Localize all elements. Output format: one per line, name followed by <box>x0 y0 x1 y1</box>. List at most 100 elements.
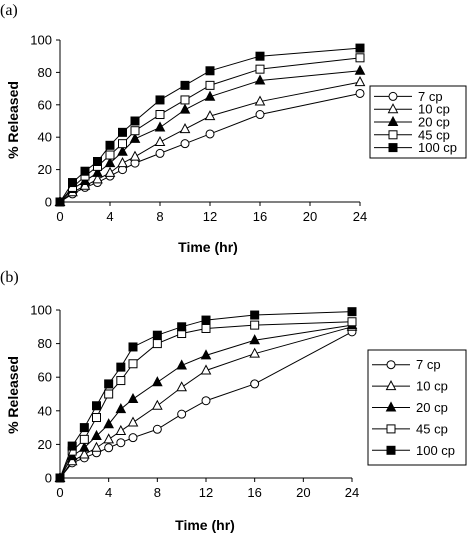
legend-marker-10-cp <box>387 103 399 114</box>
legend-marker-45-cp <box>386 424 396 434</box>
data-point-100-cp <box>152 330 162 340</box>
x-tick-label: 24 <box>345 485 359 500</box>
legend-marker-45-cp <box>388 130 398 140</box>
x-tick-label: 8 <box>154 485 161 500</box>
legend-label-10-cp: 10 cp <box>416 379 448 394</box>
data-point-20-cp <box>115 403 127 414</box>
x-tick-label: 4 <box>105 485 112 500</box>
series-45-cp <box>55 317 357 483</box>
data-point-100-cp <box>130 116 140 126</box>
x-tick-label: 20 <box>303 209 317 224</box>
legend-label-100-cp: 100 cp <box>418 140 457 155</box>
y-tick-label: 60 <box>38 370 52 385</box>
data-point-10-cp <box>92 173 103 184</box>
data-point-7-cp <box>177 409 187 419</box>
data-point-100-cp <box>201 315 211 325</box>
data-point-100-cp <box>104 379 114 389</box>
y-tick-label: 0 <box>45 195 52 210</box>
data-point-45-cp <box>180 95 190 105</box>
legend-label-20-cp: 20 cp <box>418 115 450 130</box>
x-tick-label: 16 <box>247 485 261 500</box>
data-point-10-cp <box>176 381 187 392</box>
data-point-20-cp <box>152 376 163 387</box>
legend-label-7-cp: 7 cp <box>416 357 441 372</box>
series-100-cp <box>55 43 365 207</box>
panel-label: (b) <box>0 269 19 286</box>
data-point-10-cp <box>91 441 102 452</box>
data-point-7-cp <box>155 148 165 158</box>
y-tick-label: 20 <box>38 437 52 452</box>
data-point-7-cp <box>180 139 190 149</box>
data-point-20-cp <box>92 166 103 177</box>
panel-label: (a) <box>0 2 18 19</box>
data-point-100-cp <box>155 95 165 105</box>
data-point-7-cp <box>205 129 215 139</box>
data-point-10-cp <box>79 448 90 459</box>
data-point-10-cp <box>152 399 163 410</box>
y-tick-label: 60 <box>38 97 52 112</box>
chart-panel-b: (b) % Released Time (hr) 0 20 40 60 80 100 0 4 8… <box>0 269 467 533</box>
series-20-cp <box>54 64 366 206</box>
data-point-100-cp <box>118 127 127 137</box>
x-tick-label: 16 <box>253 209 267 224</box>
y-tick-label: 0 <box>45 471 52 486</box>
x-axis-label: Time (hr) <box>175 517 235 533</box>
data-point-20-cp <box>200 349 212 360</box>
data-point-7-cp <box>255 110 265 120</box>
x-tick-label: 0 <box>56 485 63 500</box>
data-point-100-cp <box>67 441 77 451</box>
data-point-10-cp <box>115 424 127 435</box>
data-point-20-cp <box>79 441 90 452</box>
data-point-45-cp <box>104 389 114 399</box>
legend-marker-100-cp <box>386 445 396 455</box>
data-point-10-cp <box>103 433 114 444</box>
data-point-20-cp <box>154 121 166 132</box>
data-point-7-cp <box>128 433 138 443</box>
data-point-100-cp <box>80 166 90 176</box>
data-point-7-cp <box>250 379 260 389</box>
y-tick-label: 80 <box>38 336 52 351</box>
data-point-20-cp <box>249 334 260 345</box>
series-20-cp <box>54 319 358 482</box>
data-point-45-cp <box>118 139 127 149</box>
data-point-45-cp <box>128 359 138 369</box>
plot-area: 0 20 40 60 80 100 0 4 8 12 16 20 24 <box>30 303 359 501</box>
data-point-10-cp <box>204 110 216 121</box>
y-axis-label: % Released <box>5 81 21 159</box>
data-point-10-cp <box>179 123 191 134</box>
chart-panel-a: (a) % Released Time (hr) 0 20 40 60 80 100 0 4 8… <box>0 2 467 255</box>
data-point-7-cp <box>116 438 126 448</box>
y-tick-label: 20 <box>38 162 52 177</box>
data-point-100-cp <box>250 310 260 320</box>
data-point-100-cp <box>205 66 215 76</box>
data-point-20-cp <box>176 359 187 370</box>
x-axis-label: Time (hr) <box>178 239 238 255</box>
legend-marker-100-cp <box>388 143 398 153</box>
data-point-45-cp <box>105 150 115 160</box>
data-point-45-cp <box>116 376 126 386</box>
data-point-100-cp <box>55 197 65 207</box>
data-point-7-cp <box>152 424 162 434</box>
data-point-45-cp <box>201 323 211 333</box>
data-point-20-cp <box>129 132 141 143</box>
data-point-10-cp <box>154 135 166 147</box>
legend-label-7-cp: 7 cp <box>418 89 443 104</box>
data-point-10-cp <box>129 150 141 161</box>
data-point-45-cp <box>79 434 89 444</box>
legend-label-20-cp: 20 cp <box>416 400 448 415</box>
x-tick-label: 8 <box>156 209 163 224</box>
y-tick-label: 40 <box>38 130 52 145</box>
data-point-100-cp <box>92 401 101 411</box>
data-point-45-cp <box>92 413 101 423</box>
data-point-20-cp <box>254 74 266 85</box>
data-point-10-cp <box>254 95 266 106</box>
legend-marker-7-cp <box>386 360 396 370</box>
x-tick-label: 20 <box>296 485 310 500</box>
y-tick-label: 100 <box>30 33 52 48</box>
data-point-45-cp <box>205 80 215 90</box>
legend-label-100-cp: 100 cp <box>416 443 455 458</box>
data-point-100-cp <box>177 322 187 332</box>
